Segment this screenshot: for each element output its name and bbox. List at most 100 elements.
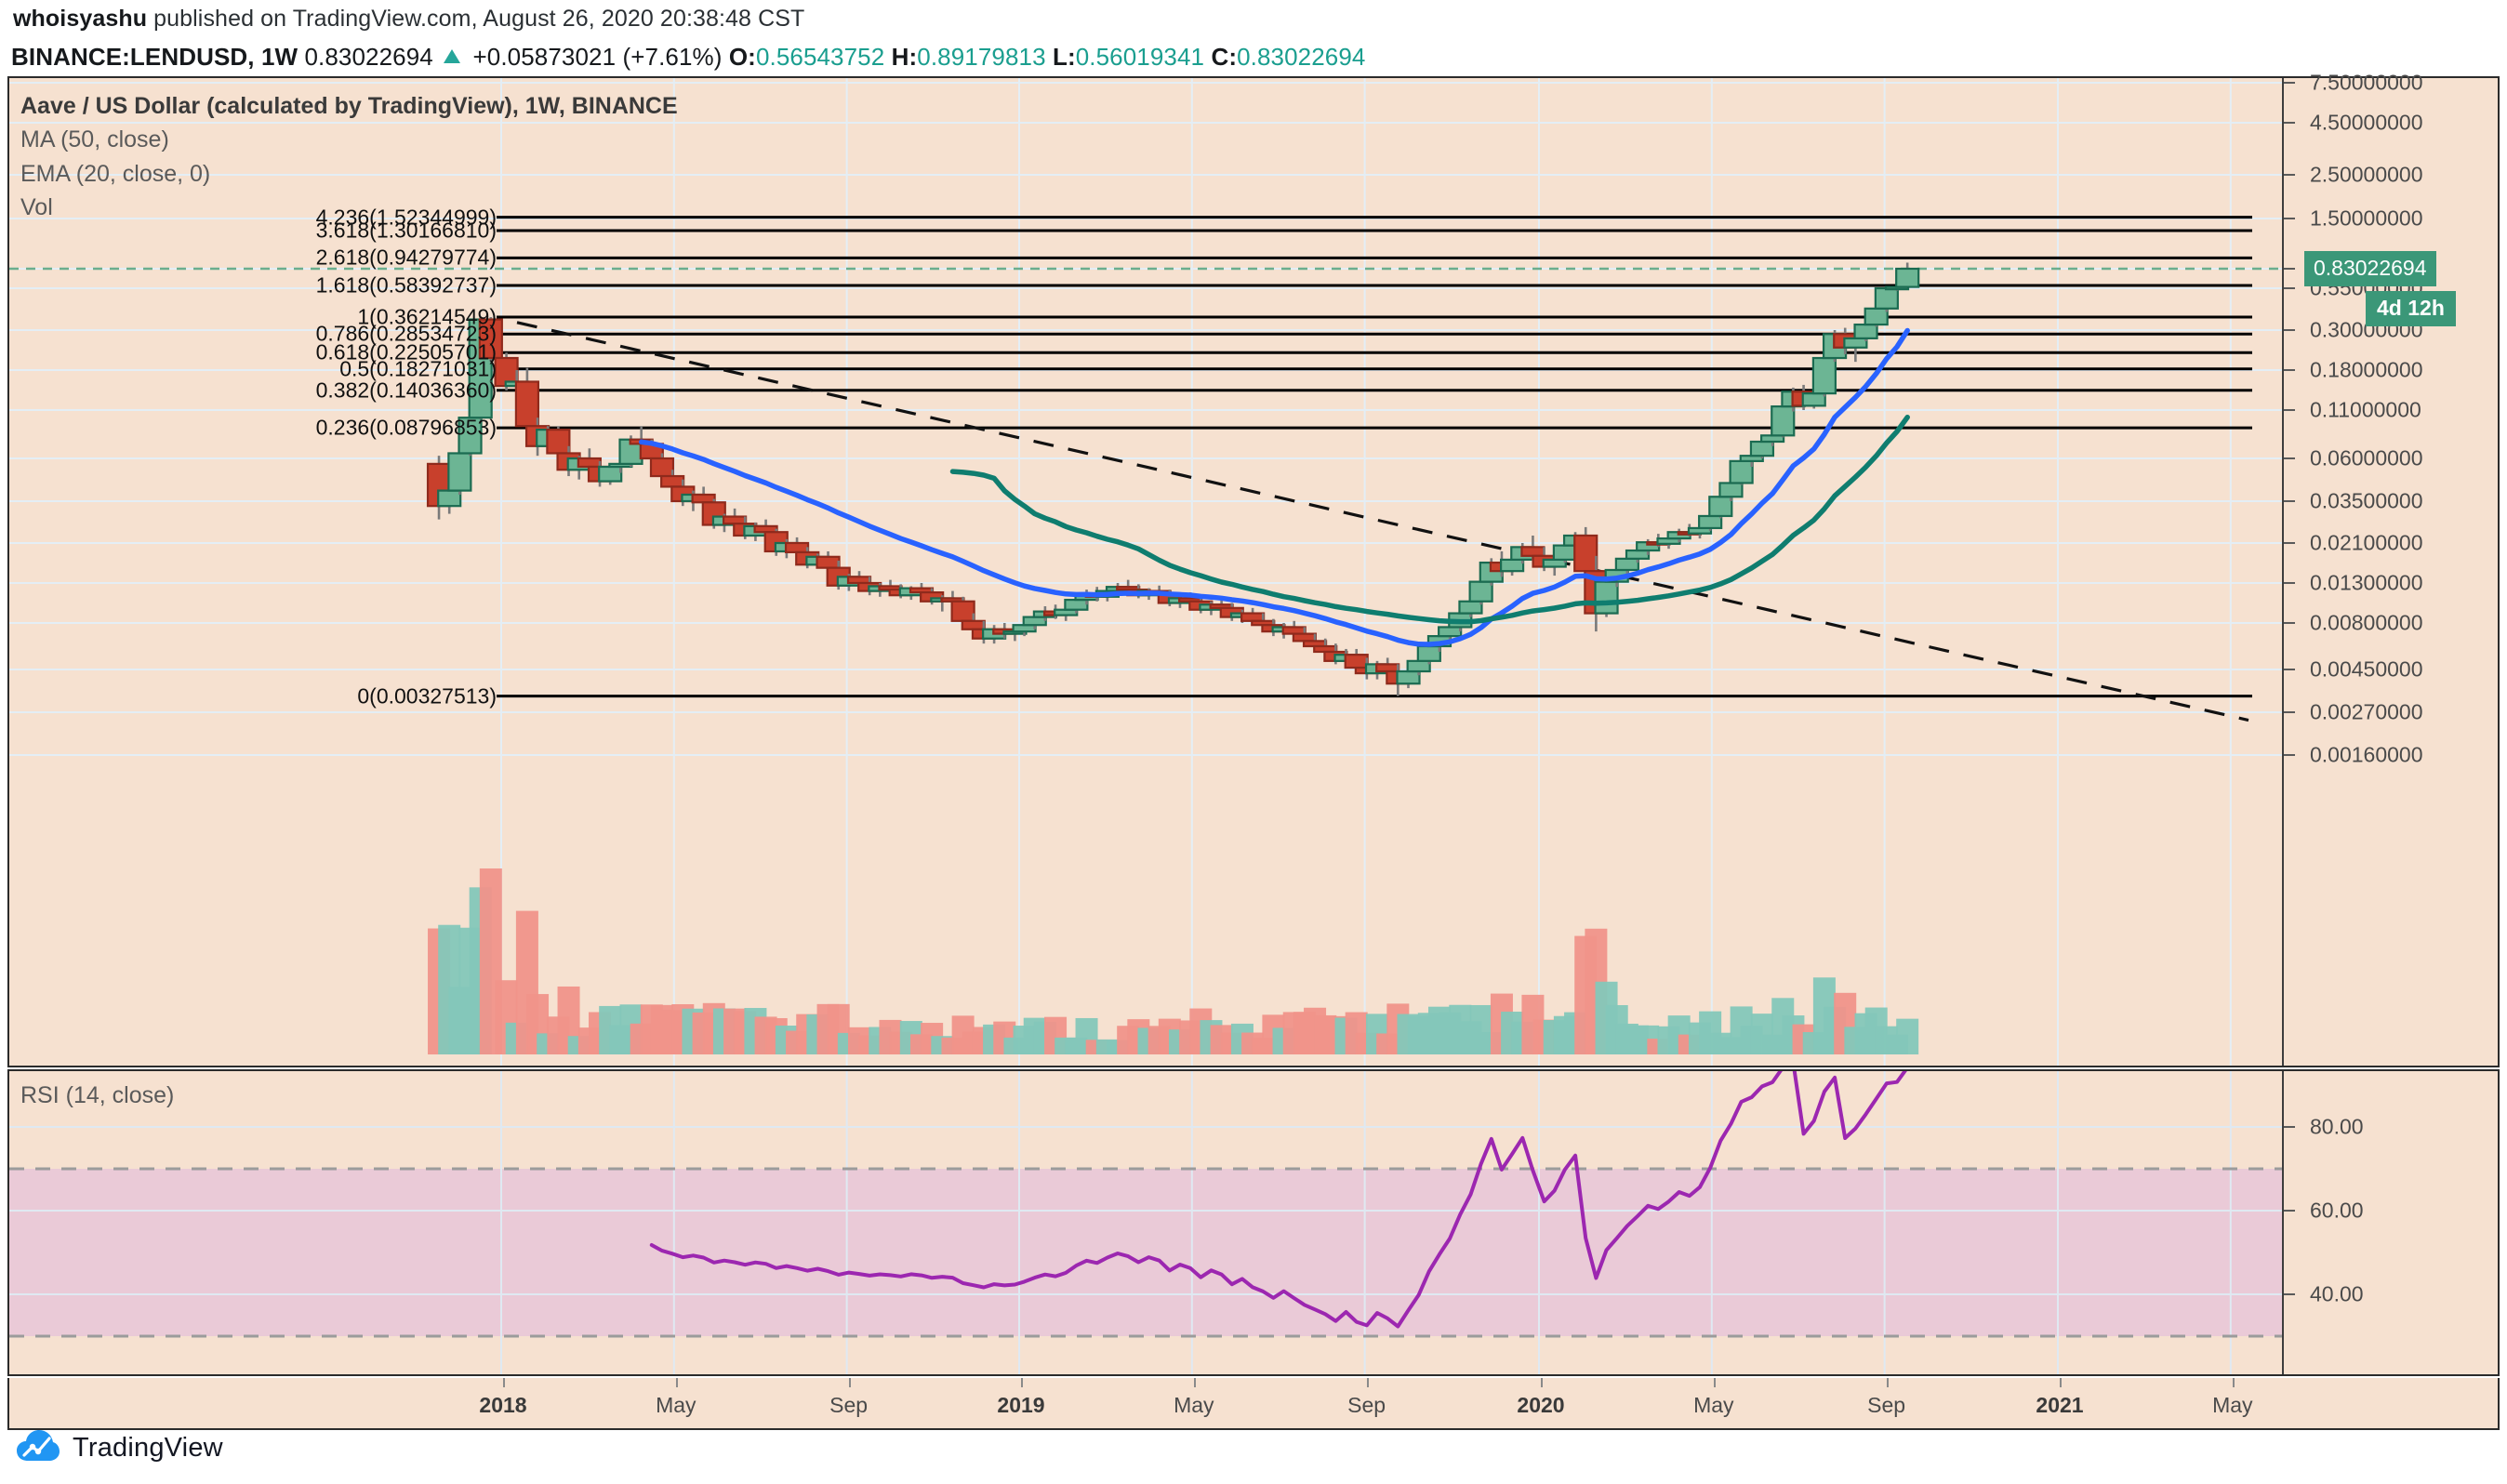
price-axis-label: 7.50000000: [2310, 70, 2423, 95]
current-price-flag: 0.83022694: [2304, 251, 2436, 286]
legend-vol[interactable]: Vol: [20, 193, 53, 220]
rsi-pane[interactable]: 80.00 60.00 40.00: [7, 1069, 2500, 1376]
legend-ema[interactable]: EMA (20, close, 0): [20, 160, 211, 187]
rsi-axis[interactable]: 80.00 60.00 40.00: [2282, 1071, 2498, 1374]
price-axis-label: 0.02100000: [2310, 530, 2423, 555]
price-axis-label: 2.50000000: [2310, 162, 2423, 187]
time-axis-label: May: [1174, 1393, 1214, 1417]
time-axis-label: May: [1693, 1393, 1734, 1417]
rsi-chart-svg: [9, 1071, 2282, 1374]
price-axis-tick: [2284, 369, 2295, 371]
price-axis-label: 0.00800000: [2310, 610, 2423, 635]
time-axis-tick: [1366, 1378, 1369, 1387]
timeframe-label: 1W: [260, 43, 298, 71]
price-chart-pane[interactable]: 7.50000000 4.50000000 2.50000000 1.50000000…: [7, 71, 2500, 1067]
fib-level-label: 0.5(0.18271031): [339, 356, 497, 381]
price-axis-tick: [2284, 268, 2295, 270]
close-key: C:: [1211, 43, 1238, 71]
rsi-axis-label: 80.00: [2310, 1114, 2364, 1139]
fib-level-label: 0.618(0.22505701): [315, 339, 497, 364]
candle-series: [426, 262, 1920, 696]
price-axis-label: 1.50000000: [2310, 205, 2423, 231]
time-axis-label: Sep: [1347, 1393, 1386, 1417]
price-axis-label: 0.00160000: [2310, 742, 2423, 767]
time-axis-label: 2018: [479, 1393, 527, 1417]
fib-level-label: 0(0.00327513): [357, 683, 497, 709]
price-axis-tick: [2284, 622, 2295, 624]
time-axis-tick: [848, 1378, 851, 1387]
price-axis-label: 0.18000000: [2310, 357, 2423, 382]
price-axis[interactable]: 7.50000000 4.50000000 2.50000000 1.50000000…: [2282, 71, 2498, 1066]
fib-level-label: 0.786(0.28534723): [315, 321, 497, 346]
rsi-axis-label: 40.00: [2310, 1281, 2364, 1306]
last-price: 0.83022694: [304, 43, 433, 71]
rsi-legend[interactable]: RSI (14, close): [20, 1082, 175, 1108]
rsi-plot-area[interactable]: [9, 1071, 2282, 1374]
time-axis[interactable]: 2018 May Sep 2019 May Sep 2020 May Sep 2021 May: [7, 1378, 2500, 1430]
rsi-axis-tick: [2284, 1293, 2295, 1295]
time-axis-tick: [1541, 1378, 1543, 1387]
tradingview-brand-label: TradingView: [73, 1433, 223, 1463]
fib-level-label: 0.382(0.14036360): [315, 378, 497, 403]
fib-level-label: 1.618(0.58392737): [315, 272, 497, 298]
time-axis-label: 2020: [1517, 1393, 1565, 1417]
legend-title: Aave / US Dollar (calculated by TradingV…: [20, 93, 678, 119]
price-axis-tick: [2284, 711, 2295, 713]
time-axis-label: May: [2212, 1393, 2253, 1417]
price-axis-tick: [2284, 174, 2295, 176]
time-axis-tick: [1713, 1378, 1716, 1387]
time-axis-tick: [2232, 1378, 2235, 1387]
time-axis-label: Sep: [1867, 1393, 1906, 1417]
footer: TradingView: [17, 1430, 223, 1466]
price-axis-tick: [2284, 287, 2295, 289]
price-plot-area[interactable]: [9, 78, 2282, 1066]
time-axis-tick: [1886, 1378, 1889, 1387]
price-axis-tick: [2284, 218, 2295, 219]
price-axis-tick: [2284, 122, 2295, 124]
close-value: 0.83022694: [1237, 43, 1366, 71]
price-axis-label: 4.50000000: [2310, 110, 2423, 135]
open-key: O:: [728, 43, 756, 71]
time-axis-tick: [2060, 1378, 2062, 1387]
price-axis-tick: [2284, 582, 2295, 584]
time-axis-tick: [503, 1378, 505, 1387]
time-axis-label: May: [656, 1393, 696, 1417]
low-value: 0.56019341: [1075, 43, 1205, 71]
price-axis-tick: [2284, 82, 2295, 84]
bar-countdown-flag: 4d 12h: [2366, 291, 2456, 326]
price-axis-tick: [2284, 500, 2295, 502]
price-axis-label: 0.03500000: [2310, 488, 2423, 513]
time-axis-tick: [1193, 1378, 1196, 1387]
low-key: L:: [1052, 43, 1076, 71]
quote-line: BINANCE:LENDUSD, 1W 0.83022694 +0.058730…: [11, 43, 1365, 72]
time-axis-tick: [1021, 1378, 1023, 1387]
change-absolute: +0.05873021: [472, 43, 617, 71]
chart-legend: Aave / US Dollar (calculated by TradingV…: [20, 89, 678, 224]
publication-line: whoisyashu published on TradingView.com,…: [13, 6, 804, 33]
high-value: 0.89179813: [917, 43, 1046, 71]
price-axis-tick: [2284, 542, 2295, 544]
author-name: whoisyashu: [13, 6, 148, 32]
rsi-axis-tick: [2284, 1126, 2295, 1128]
price-axis-tick: [2284, 457, 2295, 459]
rsi-axis-label: 60.00: [2310, 1198, 2364, 1223]
time-axis-label: Sep: [829, 1393, 869, 1417]
price-axis-label: 0.00270000: [2310, 699, 2423, 724]
fib-level-label: 4.236(1.52344999): [315, 205, 497, 230]
price-axis-label: 0.01300000: [2310, 570, 2423, 595]
fib-level-label: 2.618(0.94279774): [315, 245, 497, 270]
fib-level-label: 3.618(1.30166810): [315, 218, 497, 243]
price-axis-label: 0.00450000: [2310, 656, 2423, 682]
time-axis-label: 2021: [2036, 1393, 2084, 1417]
up-triangle-icon: [444, 49, 461, 63]
fib-level-label: 0.236(0.08796853): [315, 415, 497, 440]
price-chart-svg: [9, 78, 2282, 1066]
rsi-axis-tick: [2284, 1210, 2295, 1212]
publication-text: published on TradingView.com, August 26,…: [147, 6, 805, 32]
symbol-label: BINANCE:LENDUSD,: [11, 43, 255, 71]
change-percent: (+7.61%): [622, 43, 723, 71]
price-axis-label: 0.06000000: [2310, 445, 2423, 470]
legend-ma[interactable]: MA (50, close): [20, 126, 169, 153]
volume-series: [428, 868, 1919, 1054]
high-key: H:: [891, 43, 918, 71]
